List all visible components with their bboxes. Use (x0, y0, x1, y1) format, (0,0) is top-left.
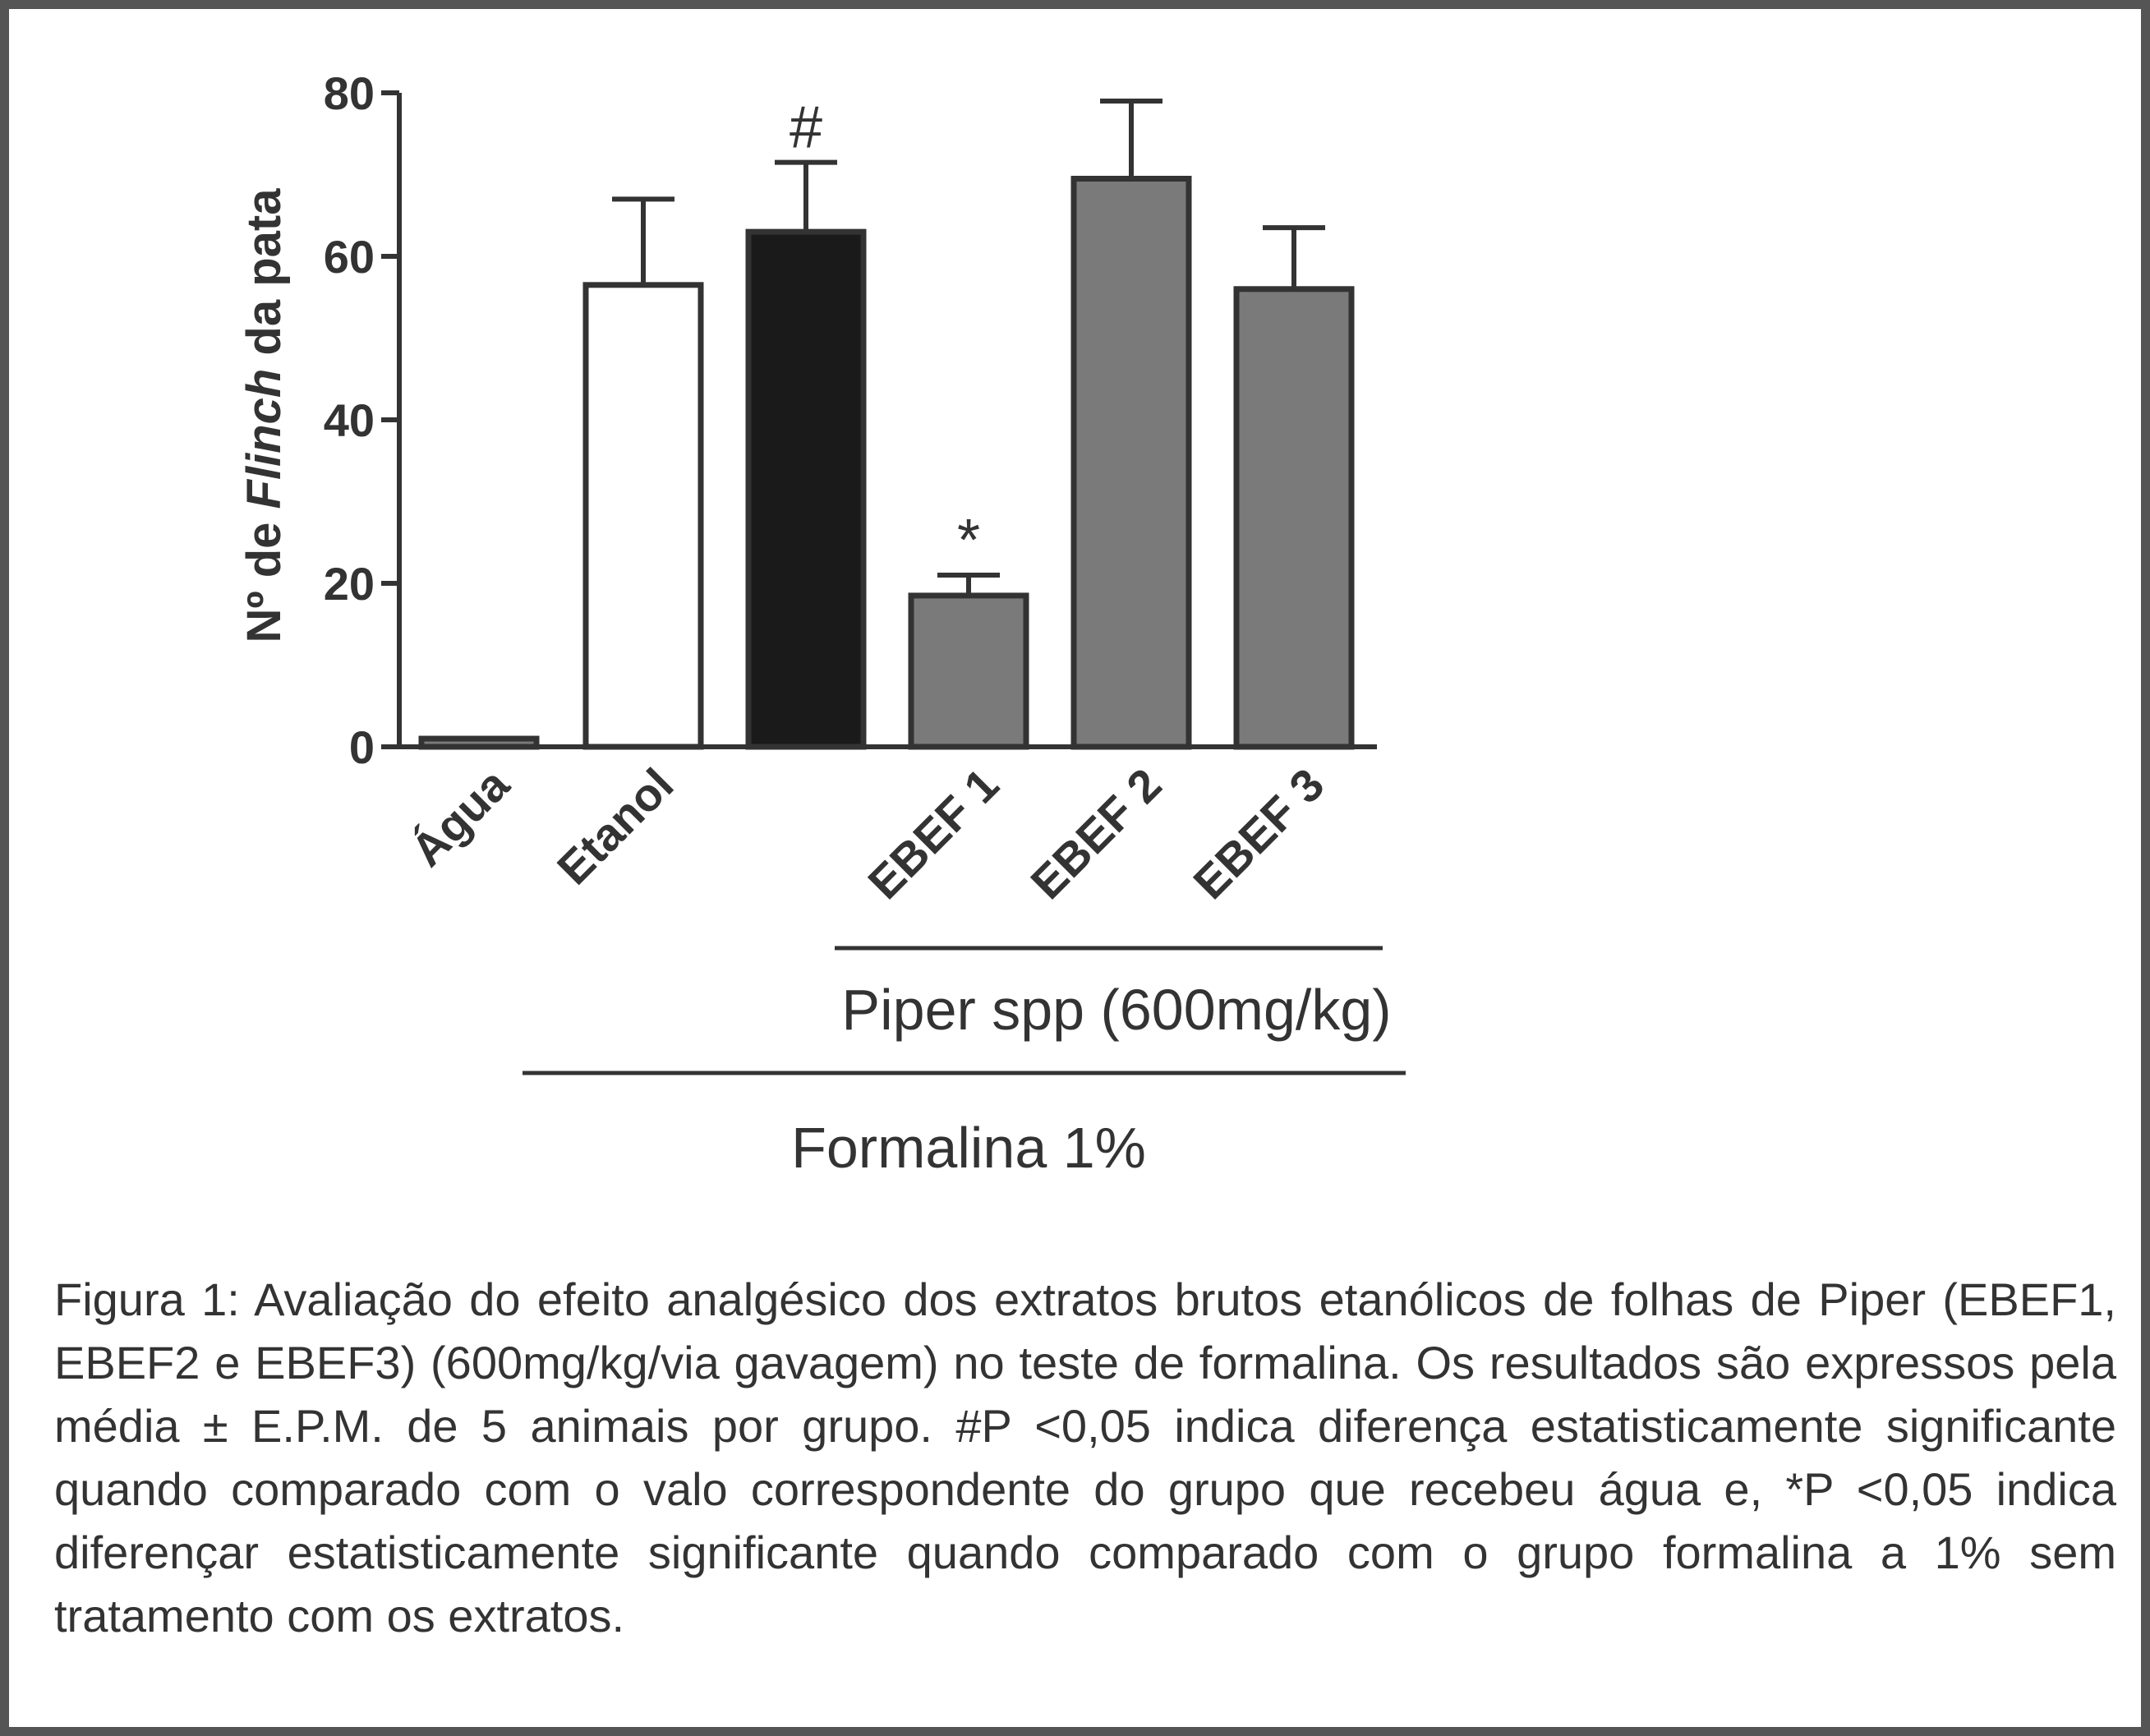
bar (908, 592, 1029, 750)
figure-caption: Figura 1: Avaliação do efeito analgésico… (54, 1273, 2116, 1642)
y-tick-label: 40 (324, 394, 375, 446)
x-category-label: EBEF 2 (1020, 758, 1171, 909)
x-category-label: EBEF 3 (1183, 758, 1333, 909)
x-category-label: Etanol (547, 758, 684, 895)
bar (1233, 286, 1355, 750)
formalina-group-label: Formalina 1% (791, 1116, 1146, 1180)
piper-group-label: Piper spp (600mg/kg) (841, 978, 1391, 1042)
y-tick-label: 60 (324, 231, 375, 283)
x-category-label: EBEF 1 (858, 758, 1008, 909)
y-tick-label: 80 (324, 67, 375, 119)
bar (745, 228, 867, 750)
y-axis-title: Nº de Flinch da pata (237, 188, 291, 643)
significance-marker: # (790, 95, 822, 161)
chart-axes (381, 90, 1377, 749)
significance-marker: * (957, 508, 980, 573)
chart-bars (418, 98, 1355, 750)
x-category-label: Água (401, 757, 519, 876)
y-tick-label: 20 (324, 558, 375, 610)
bar (1070, 175, 1192, 750)
y-tick-label: 0 (349, 721, 375, 773)
bar (418, 735, 540, 750)
bar (582, 282, 704, 750)
